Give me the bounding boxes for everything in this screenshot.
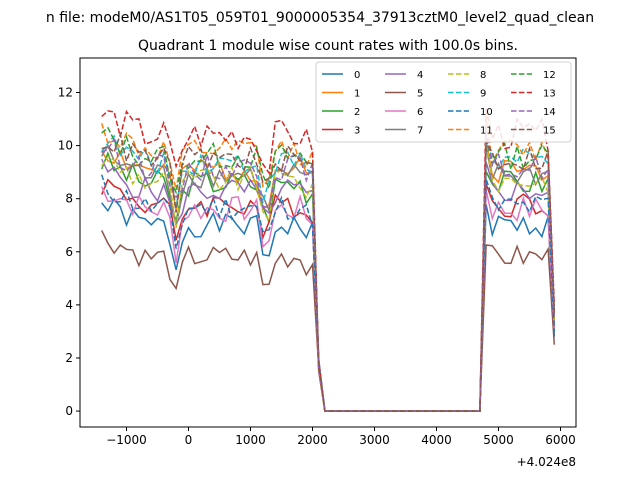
legend-label-8: 8 <box>480 70 486 81</box>
legend-label-0: 0 <box>354 70 360 81</box>
series-line-1 <box>101 140 556 412</box>
y-tick-label: 12 <box>58 86 73 100</box>
legend-label-6: 6 <box>417 107 423 118</box>
series-line-13 <box>101 107 556 412</box>
y-tick-label: 6 <box>65 245 73 259</box>
x-offset-label: +4.024e8 <box>517 455 576 469</box>
legend-label-4: 4 <box>417 70 423 81</box>
legend-label-15: 15 <box>543 126 556 137</box>
y-tick-label: 8 <box>65 192 73 206</box>
x-tick-label: 4000 <box>421 433 452 447</box>
series-line-15 <box>101 131 556 412</box>
figure-suptitle: n file: modeM0/AS1T05_059T01_9000005354_… <box>46 10 594 26</box>
legend-box <box>315 61 572 143</box>
x-tick-label: 5000 <box>483 433 514 447</box>
x-tick-label: −1000 <box>106 433 147 447</box>
legend-label-3: 3 <box>354 126 360 137</box>
legend-label-9: 9 <box>480 89 486 100</box>
plot-lines <box>100 107 556 412</box>
x-tick-label: 0 <box>185 433 193 447</box>
x-tick-label: 3000 <box>359 433 390 447</box>
series-line-10 <box>100 174 556 412</box>
legend-label-11: 11 <box>480 126 493 137</box>
x-tick-label: 6000 <box>545 433 576 447</box>
legend-label-2: 2 <box>354 107 360 118</box>
series-line-5 <box>101 230 556 412</box>
series-line-14 <box>101 131 556 412</box>
x-axis-ticks: −1000 0 1000 2000 3000 4000 5000 6000 <box>106 427 576 447</box>
series-line-0 <box>101 197 556 412</box>
y-tick-label: 0 <box>65 404 73 418</box>
legend-label-7: 7 <box>417 126 423 137</box>
legend-label-12: 12 <box>543 70 556 81</box>
x-tick-label: 1000 <box>235 433 266 447</box>
series-line-9 <box>101 134 556 412</box>
legend-label-5: 5 <box>417 89 423 100</box>
x-tick-label: 2000 <box>297 433 328 447</box>
y-tick-label: 4 <box>65 298 73 312</box>
axes-frame <box>79 57 577 428</box>
legend-label-10: 10 <box>480 107 493 118</box>
y-tick-label: 10 <box>58 139 73 153</box>
legend-label-13: 13 <box>543 89 556 100</box>
series-line-12 <box>101 126 556 412</box>
legend-label-14: 14 <box>543 107 556 118</box>
chart-title: Quadrant 1 module wise count rates with … <box>138 38 518 54</box>
y-tick-label: 2 <box>65 351 73 365</box>
legend-label-1: 1 <box>354 89 360 100</box>
series-line-8 <box>101 143 556 412</box>
y-axis-ticks: 0 2 4 6 8 10 12 <box>58 86 80 418</box>
series-line-6 <box>101 186 556 412</box>
